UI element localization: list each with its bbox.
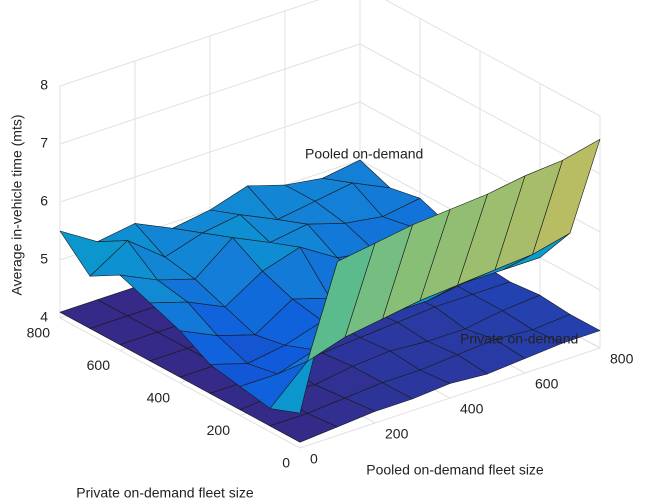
grid-line <box>59 43 361 145</box>
y-tick-label: 0 <box>282 455 290 471</box>
x-tick-label: 400 <box>460 401 484 417</box>
y-tick-label: 400 <box>147 390 171 406</box>
z-tick-label: 8 <box>40 77 48 93</box>
grid-line <box>299 347 601 449</box>
surface-patch <box>269 413 338 443</box>
z-axis-label: Average in-vehicle time (mts) <box>9 114 25 295</box>
grid-line <box>59 0 320 87</box>
surface-patch <box>307 242 376 362</box>
surface-annotation: Private on-demand <box>460 331 578 347</box>
grid-line <box>359 43 601 175</box>
x-tick-label: 200 <box>385 426 409 442</box>
z-tick-label: 4 <box>40 309 48 325</box>
z-tick-label: 5 <box>40 251 48 267</box>
x-tick-label: 800 <box>610 351 634 367</box>
y-axis-label: Private on-demand fleet size <box>76 485 254 501</box>
y-tick-label: 200 <box>207 422 231 438</box>
grid-line <box>384 0 601 117</box>
y-tick-label: 800 <box>27 325 51 341</box>
grid-line <box>59 101 361 203</box>
y-tick-label: 600 <box>87 357 111 373</box>
z-tick-label: 7 <box>40 135 48 151</box>
surface-annotation: Pooled on-demand <box>305 146 423 162</box>
x-tick-label: 0 <box>310 451 318 467</box>
x-tick-label: 600 <box>535 376 559 392</box>
z-tick-label: 6 <box>40 193 48 209</box>
x-axis-label: Pooled on-demand fleet size <box>366 462 544 478</box>
